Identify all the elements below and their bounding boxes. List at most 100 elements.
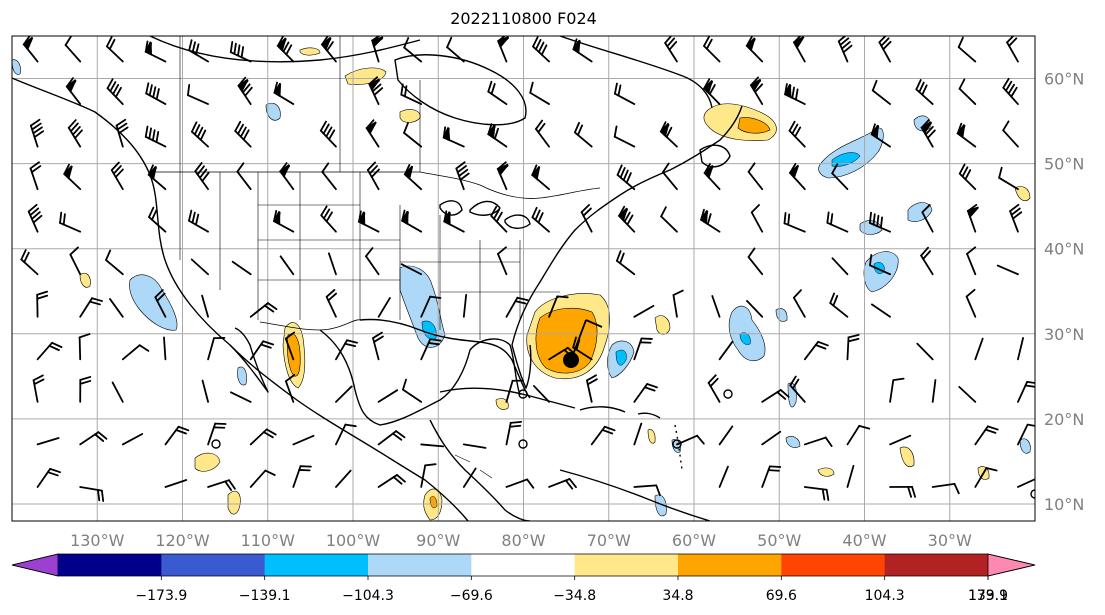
wind-barb: [420, 443, 445, 448]
positive-anomaly-small: [899, 446, 915, 467]
wind-barb: [145, 82, 167, 105]
wind-barb: [207, 337, 226, 361]
wind-barb: [357, 210, 380, 233]
positive-anomaly-small: [817, 467, 835, 477]
longitude-tick-label: 30°W: [928, 531, 972, 550]
wind-barb: [402, 378, 423, 403]
wind-barb: [998, 166, 1019, 191]
wind-barb: [974, 337, 984, 361]
colorbar-extend-low: [11, 553, 59, 577]
longitude-tick-label: 70°W: [587, 531, 631, 550]
wind-barb: [79, 486, 105, 502]
us-state-borders: [179, 172, 560, 340]
wind-barb: [660, 206, 678, 233]
wind-barb: [121, 344, 150, 361]
wind-barb: [966, 246, 977, 276]
wind-barb: [249, 340, 275, 361]
negative-anomaly-small: [907, 202, 933, 222]
wind-barb: [1002, 120, 1019, 148]
positive-anomaly-small: [194, 452, 221, 472]
wind-barb: [420, 295, 442, 318]
wind-barb: [931, 379, 937, 403]
colorbar-labels: −173.9 −139.1 −104.3 −69.6 −34.8 34.8 69.6 104.…: [135, 576, 1008, 604]
wind-barb: [279, 255, 295, 276]
wind-barb: [761, 389, 790, 403]
wind-barb: [377, 430, 406, 446]
wind-barb: [79, 376, 92, 403]
wind-barb: [586, 374, 598, 403]
colorbar-tick-label: 139.1: [968, 588, 1008, 604]
wind-barb: [1017, 380, 1035, 403]
wind-barb: [532, 36, 550, 63]
coastlines: [12, 36, 743, 521]
wind-barb: [377, 389, 399, 403]
wind-barb: [870, 123, 891, 148]
puerto-rico: [637, 412, 661, 419]
colorbar-segment: [781, 554, 886, 576]
wind-barb: [761, 430, 782, 446]
wind-barb: [548, 295, 569, 318]
calm-circle: [723, 389, 733, 399]
wind-barb: [535, 119, 550, 148]
wind-barb: [702, 78, 721, 105]
wind-barb: [718, 425, 734, 446]
negative-anomaly-core: [615, 349, 627, 366]
wind-barb: [965, 288, 977, 318]
wind-barb: [328, 252, 337, 276]
wind-barb: [531, 164, 550, 191]
wind-barb: [920, 119, 936, 148]
labrador-coast: [559, 36, 713, 109]
latitude-tick-label: 40°N: [1044, 240, 1084, 259]
colorbar-tick-label: 173.9: [968, 588, 1008, 604]
calm-circle: [518, 439, 528, 449]
wind-barb: [497, 36, 510, 63]
wind-barb: [371, 36, 384, 63]
wind-barb: [335, 423, 357, 446]
wind-barb: [319, 120, 337, 148]
latitude-tick-label: 10°N: [1044, 495, 1084, 514]
wind-barb: [420, 463, 437, 488]
wind-barb: [279, 162, 295, 191]
wind-barb: [749, 76, 764, 105]
wind-barb: [462, 467, 477, 488]
wind-barb: [121, 433, 144, 446]
positive-anomaly-small: [495, 398, 509, 410]
wind-barb: [455, 161, 470, 191]
wind-barb: [59, 211, 82, 233]
wind-barb: [111, 381, 124, 403]
wind-barb: [572, 38, 593, 63]
longitude-tick-label: 120°W: [155, 531, 210, 550]
wind-barb: [249, 469, 276, 488]
colorbar-tick-label: −173.9: [135, 588, 187, 604]
wind-barb: [615, 250, 636, 276]
wind-barb: [614, 82, 636, 105]
atlantic-coastline: [511, 105, 743, 346]
wind-barb: [803, 436, 833, 448]
wind-barb: [443, 210, 465, 233]
colorbar-segment: [368, 554, 472, 576]
wind-barb: [966, 203, 979, 233]
wind-barb: [747, 162, 764, 191]
calm-circle: [518, 389, 528, 399]
colorbar-tick-label: −139.1: [239, 588, 291, 604]
calm-markers: [211, 389, 1035, 499]
us-gulf-coast: [359, 318, 531, 399]
wind-barb: [154, 289, 167, 318]
latitude-labels: 60°N 50°N 40°N 30°N 20°N 10°N: [1044, 70, 1084, 514]
wind-barb: [745, 36, 764, 63]
colorbar-tick-label: −69.6: [450, 588, 493, 604]
wind-barb: [590, 425, 616, 446]
wind-barb: [29, 118, 45, 148]
wind-barb: [548, 478, 577, 490]
us-canada-border: [155, 171, 601, 199]
wind-barb: [533, 385, 550, 403]
storm-wind-barb-flag: [585, 319, 603, 328]
wind-barb: [633, 484, 661, 497]
wind-barb: [958, 78, 977, 105]
florida-coast: [511, 344, 532, 389]
wind-barb: [931, 482, 960, 495]
wind-barb: [783, 83, 806, 105]
wind-barb: [974, 467, 998, 488]
positive-anomaly-small: [79, 272, 91, 288]
great-lakes: [439, 200, 463, 216]
